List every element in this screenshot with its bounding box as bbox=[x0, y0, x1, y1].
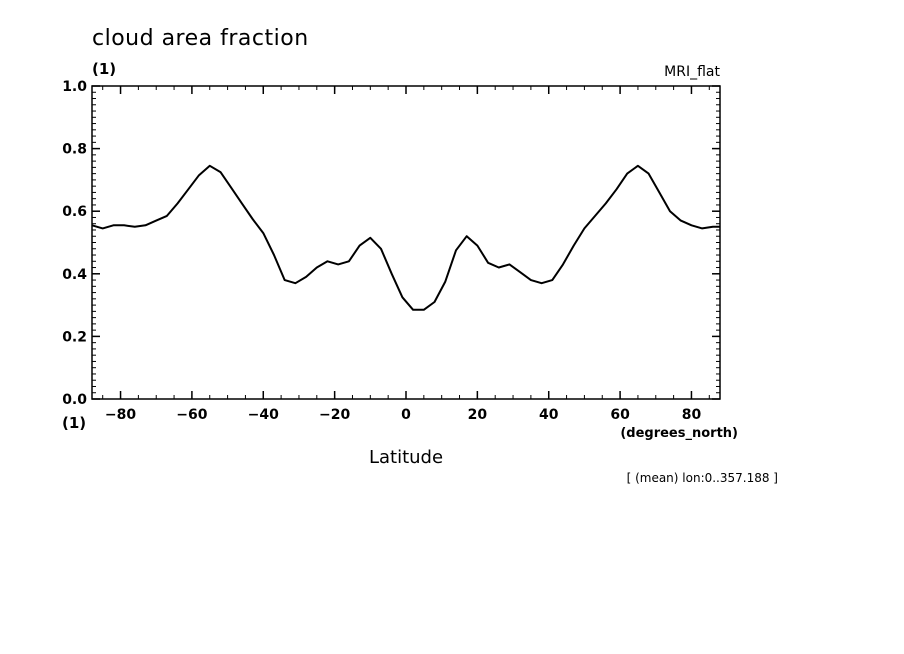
x-tick-label: −20 bbox=[319, 407, 350, 423]
x-tick-label: −40 bbox=[248, 407, 279, 423]
x-axis-label: Latitude bbox=[369, 447, 443, 468]
y-tick-label: 0.8 bbox=[62, 142, 87, 158]
y-tick-label: 1.0 bbox=[62, 79, 87, 95]
x-axis-unit: (degrees_north) bbox=[620, 426, 738, 441]
x-tick-label: 20 bbox=[468, 407, 488, 423]
series-line bbox=[91, 164, 720, 311]
y-tick-label: 0.2 bbox=[62, 329, 87, 345]
series-group bbox=[91, 164, 720, 311]
x-tick-label: 40 bbox=[539, 407, 559, 423]
x-tick-label: −80 bbox=[105, 407, 136, 423]
y-tick-label: 0.4 bbox=[62, 267, 87, 283]
y-axis-unit: (1) bbox=[92, 60, 116, 78]
x-tick-label: 0 bbox=[401, 407, 411, 423]
source-label: MRI_flat bbox=[664, 64, 720, 80]
y-tick-label: 0.0 bbox=[62, 392, 87, 408]
plot-frame bbox=[91, 85, 721, 400]
y-tick-label: 0.6 bbox=[62, 204, 87, 220]
x-tick-label: 80 bbox=[682, 407, 702, 423]
chart-title: cloud area fraction bbox=[92, 26, 309, 51]
x-corner-unit: (1) bbox=[62, 414, 86, 432]
y-axis-ticks: 0.0 0.2 0.4 0.6 0.8 1.0 bbox=[62, 79, 720, 408]
x-tick-label: 60 bbox=[610, 407, 630, 423]
x-tick-label: −60 bbox=[176, 407, 207, 423]
averaging-note: [ (mean) lon:0..357.188 ] bbox=[627, 471, 778, 485]
minor-ticks bbox=[92, 86, 720, 399]
x-axis-ticks: −80 −60 −40 −20 0 20 40 60 80 bbox=[105, 86, 702, 423]
